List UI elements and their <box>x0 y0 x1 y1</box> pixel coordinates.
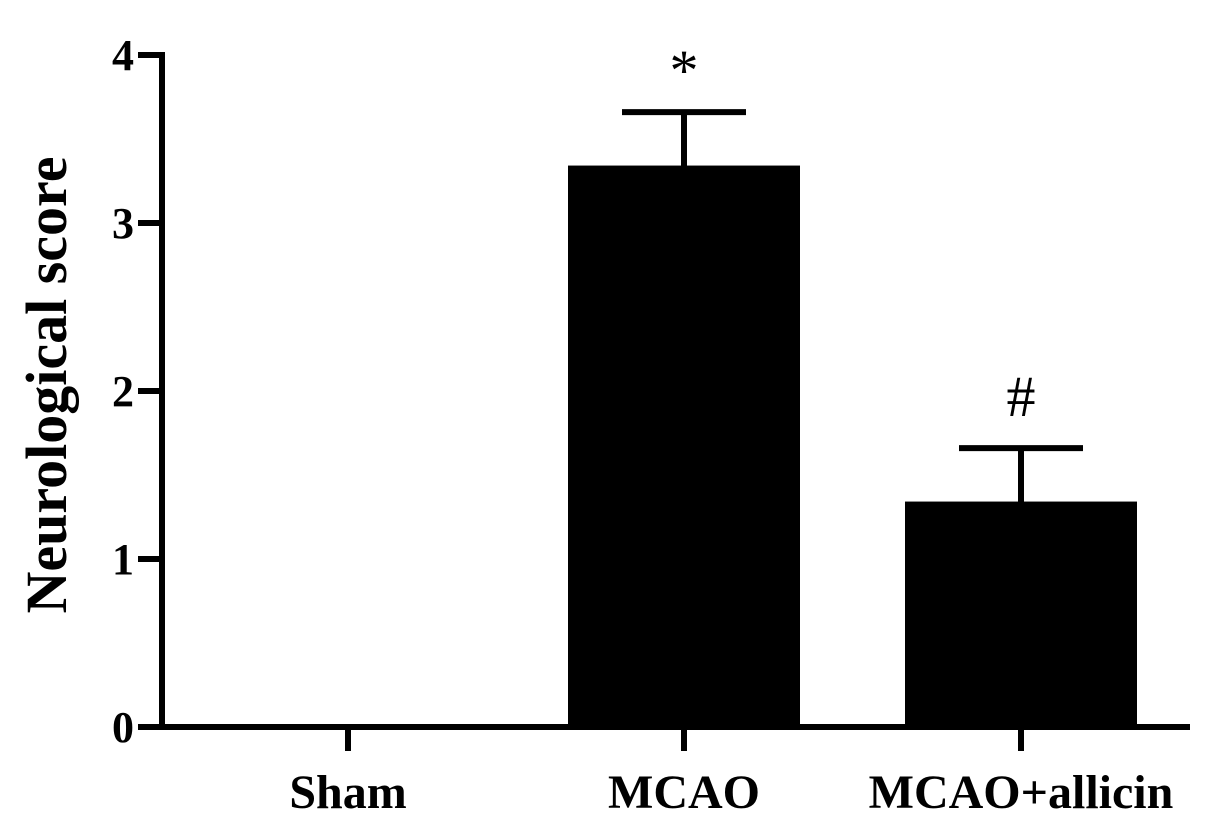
x-tick-label-mcao: MCAO <box>608 766 760 819</box>
y-tick-label-2: 2 <box>112 367 134 416</box>
y-tick-label-0: 0 <box>112 703 134 752</box>
plot-area: * #0 1 2 3 4 Sham MCAO MCAO+allicin <box>112 31 1190 819</box>
annotation-1: * <box>670 38 699 103</box>
x-tick-label-sham: Sham <box>289 766 406 819</box>
x-tick-label-mcao-allicin: MCAO+allicin <box>869 766 1174 819</box>
y-tick-label-1: 1 <box>112 535 134 584</box>
bar-mcao <box>568 165 800 729</box>
bar-mcao-allicin <box>905 501 1137 729</box>
y-tick-label-3: 3 <box>112 199 134 248</box>
annotation-2: # <box>1007 364 1036 429</box>
y-axis-label: Neurological score <box>14 157 79 614</box>
y-tick-label-4: 4 <box>112 31 134 80</box>
